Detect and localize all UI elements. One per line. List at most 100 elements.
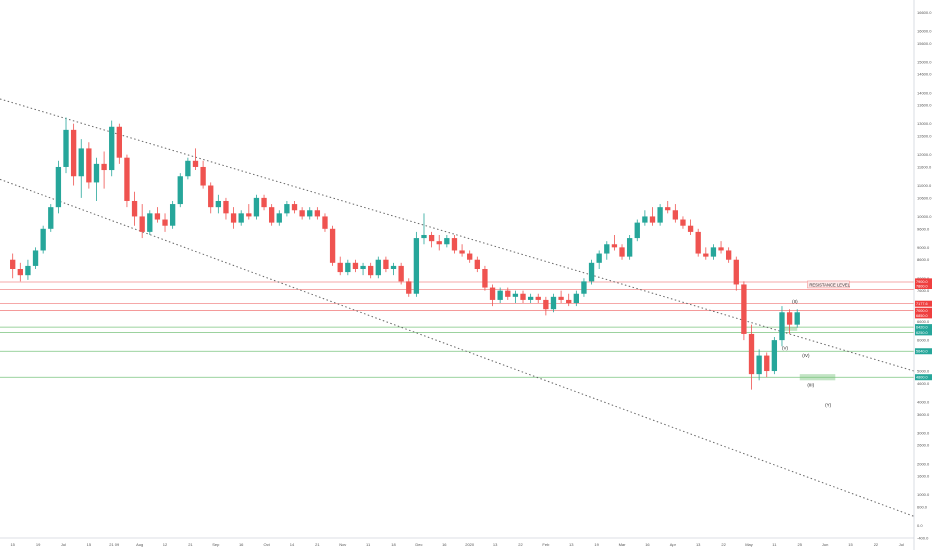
- candle-body[interactable]: [177, 176, 183, 205]
- candle-body[interactable]: [162, 219, 168, 226]
- candle-body[interactable]: [109, 126, 115, 171]
- candle-body[interactable]: [786, 312, 793, 325]
- candle-body[interactable]: [748, 333, 755, 375]
- candle-body[interactable]: [489, 287, 496, 300]
- candle-body[interactable]: [649, 216, 656, 223]
- candle-body[interactable]: [718, 247, 724, 251]
- candle-body[interactable]: [779, 312, 785, 341]
- candle-body[interactable]: [619, 247, 625, 257]
- candle-body[interactable]: [771, 340, 778, 372]
- candle-body[interactable]: [642, 216, 648, 223]
- candle-body[interactable]: [733, 259, 739, 285]
- candle-body[interactable]: [139, 216, 145, 232]
- candle-body[interactable]: [253, 197, 260, 217]
- candle-body[interactable]: [634, 222, 640, 239]
- candle-body[interactable]: [268, 207, 275, 223]
- candle-body[interactable]: [116, 126, 122, 158]
- candle-body[interactable]: [40, 228, 46, 251]
- candle-body[interactable]: [25, 265, 31, 276]
- candle-body[interactable]: [48, 207, 54, 229]
- candle-body[interactable]: [604, 244, 610, 254]
- candle-body[interactable]: [101, 163, 107, 171]
- candle-body[interactable]: [329, 228, 336, 263]
- candle-body[interactable]: [588, 262, 595, 282]
- channel-upper-line[interactable]: [0, 98, 915, 372]
- candle-body[interactable]: [413, 238, 420, 294]
- candle-body[interactable]: [573, 293, 579, 304]
- candle-body[interactable]: [451, 238, 458, 251]
- candle-body[interactable]: [474, 259, 480, 269]
- candle-body[interactable]: [32, 250, 39, 266]
- candle-body[interactable]: [459, 250, 465, 254]
- candle-body[interactable]: [444, 238, 450, 245]
- candle-body[interactable]: [124, 157, 130, 201]
- candle-body[interactable]: [398, 265, 404, 282]
- candle-body[interactable]: [70, 129, 77, 177]
- candle-body[interactable]: [307, 210, 313, 217]
- candle-body[interactable]: [543, 299, 549, 310]
- candle-body[interactable]: [147, 213, 153, 232]
- candle-body[interactable]: [680, 219, 686, 226]
- candle-body[interactable]: [192, 160, 199, 167]
- candle-body[interactable]: [596, 253, 602, 263]
- candle-body[interactable]: [368, 265, 374, 276]
- candle-body[interactable]: [215, 200, 222, 208]
- candle-body[interactable]: [200, 166, 206, 186]
- candle-body[interactable]: [421, 234, 427, 239]
- candle-body[interactable]: [741, 284, 747, 334]
- candle-body[interactable]: [154, 213, 161, 220]
- candle-body[interactable]: [482, 269, 488, 288]
- candle-body[interactable]: [291, 204, 298, 211]
- candle-body[interactable]: [261, 197, 267, 208]
- candle-body[interactable]: [360, 265, 366, 269]
- candle-body[interactable]: [322, 216, 328, 229]
- candle-body[interactable]: [550, 296, 557, 310]
- candle-body[interactable]: [131, 200, 138, 217]
- candle-body[interactable]: [710, 247, 717, 257]
- candle-body[interactable]: [657, 207, 663, 223]
- candle-body[interactable]: [375, 259, 381, 276]
- candle-body[interactable]: [505, 290, 511, 297]
- candle-body[interactable]: [566, 299, 572, 304]
- candle-body[interactable]: [406, 281, 412, 294]
- candle-body[interactable]: [352, 262, 359, 269]
- candle-body[interactable]: [63, 129, 69, 167]
- candle-body[interactable]: [10, 259, 16, 269]
- candle-body[interactable]: [299, 210, 305, 217]
- candle-body[interactable]: [665, 207, 671, 211]
- candle-body[interactable]: [383, 259, 389, 269]
- support-zone[interactable]: [799, 374, 836, 381]
- candle-body[interactable]: [276, 213, 282, 223]
- candle-body[interactable]: [345, 262, 351, 273]
- candle-body[interactable]: [337, 262, 343, 273]
- candle-body[interactable]: [436, 241, 442, 245]
- candle-body[interactable]: [55, 166, 62, 208]
- candle-body[interactable]: [390, 265, 397, 269]
- candle-body[interactable]: [527, 296, 534, 300]
- candle-body[interactable]: [93, 163, 100, 183]
- candle-body[interactable]: [725, 250, 732, 260]
- candle-body[interactable]: [611, 244, 618, 248]
- candle-body[interactable]: [246, 213, 252, 217]
- candle-body[interactable]: [512, 293, 519, 297]
- candle-body[interactable]: [756, 355, 762, 375]
- candle-body[interactable]: [581, 281, 587, 294]
- candle-body[interactable]: [497, 290, 503, 300]
- candle-body[interactable]: [558, 296, 564, 300]
- candle-body[interactable]: [428, 234, 435, 242]
- candle-body[interactable]: [185, 160, 191, 177]
- candle-body[interactable]: [230, 213, 237, 223]
- candle-body[interactable]: [520, 293, 526, 300]
- candle-body[interactable]: [467, 253, 473, 260]
- candle-body[interactable]: [314, 210, 321, 217]
- candle-body[interactable]: [626, 238, 633, 257]
- candle-body[interactable]: [238, 213, 244, 223]
- candle-body[interactable]: [764, 355, 770, 372]
- candle-body[interactable]: [535, 296, 541, 300]
- candle-body[interactable]: [86, 148, 92, 183]
- candle-body[interactable]: [284, 204, 290, 214]
- candle-body[interactable]: [695, 231, 701, 254]
- candle-body[interactable]: [223, 200, 229, 214]
- candle-body[interactable]: [672, 210, 679, 220]
- candle-body[interactable]: [78, 148, 84, 177]
